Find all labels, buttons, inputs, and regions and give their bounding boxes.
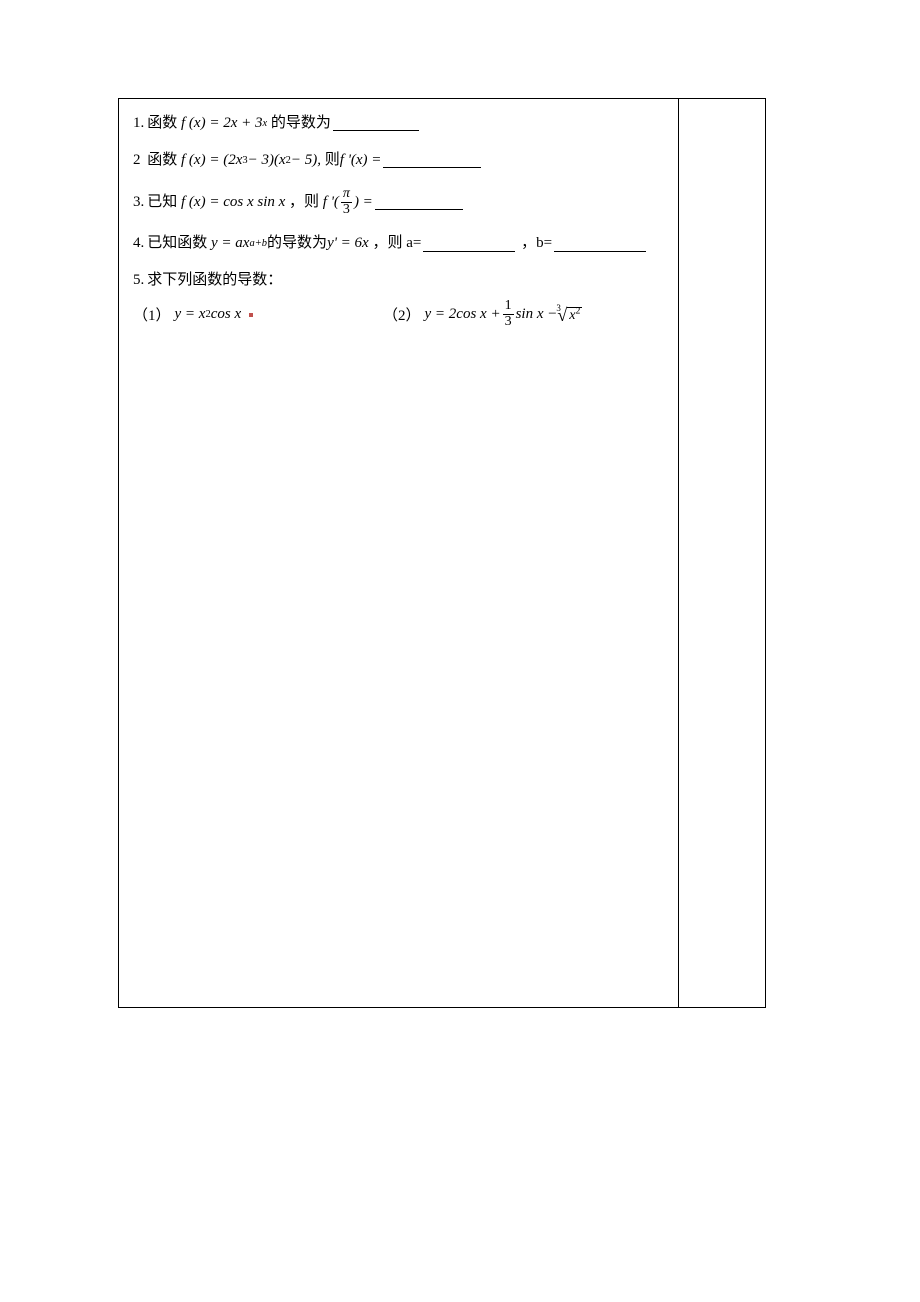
- q4-yprime: y' = 6x: [327, 233, 369, 254]
- q5-p2-fraction: 1 3: [503, 299, 514, 329]
- q4-post: ，则 a=: [372, 233, 421, 254]
- q3-frac-top: π: [341, 187, 352, 202]
- question-1: 1. 函数 f (x) = 2x + 3x 的导数为: [133, 113, 668, 134]
- q5-p1-label: （1）: [133, 304, 171, 325]
- q3-pre: 已知: [147, 192, 177, 213]
- q1-blank: [333, 116, 419, 132]
- question-3: 3. 已知 f (x) = cos x sin x ，则 f '( π 3 ) …: [133, 187, 668, 217]
- q2-fpx: f '(x) =: [340, 150, 382, 171]
- q2-mid2: − 5),: [291, 150, 321, 171]
- accent-dot-icon: [249, 313, 253, 317]
- q3-fx: f (x) = cos x sin x: [181, 192, 285, 213]
- q5-text: 求下列函数的导数：: [147, 270, 282, 291]
- q3-close: ) =: [354, 192, 373, 213]
- q5-number: 5.: [133, 270, 144, 291]
- q5-p2-frac-top: 1: [503, 299, 514, 314]
- q5-part-2: （2） y = 2cos x + 1 3 sin x − 3 √ x2: [383, 299, 582, 329]
- q5-p2-expr-a: y = 2cos x +: [425, 306, 501, 323]
- q4-mid: 的导数为: [267, 233, 327, 254]
- question-4: 4. 已知函数 y = axa+b 的导数为 y' = 6x ，则 a= ，b=: [133, 233, 668, 254]
- q1-post: 的导数为: [271, 113, 331, 134]
- question-5: 5. 求下列函数的导数：: [133, 270, 668, 291]
- side-column: [679, 99, 765, 1007]
- q5-part-1: （1） y = x2 cos x: [133, 299, 383, 329]
- q5-p2-root-index: 3: [556, 303, 561, 313]
- q5-p2-root-body: x2: [567, 307, 582, 324]
- q4-pre: 已知函数: [147, 233, 207, 254]
- q4-number: 4.: [133, 233, 144, 254]
- worksheet-frame: 1. 函数 f (x) = 2x + 3x 的导数为 2 函数 f (x) = …: [118, 98, 766, 1008]
- question-2: 2 函数 f (x) = (2x3 − 3)(x2 − 5), 则 f '(x)…: [133, 150, 668, 171]
- q5-p2-label: （2）: [383, 304, 421, 325]
- q1-number: 1.: [133, 113, 144, 134]
- q5-p2-expr-b: sin x −: [516, 306, 558, 323]
- q2-expr-a: f (x) = (2x: [181, 150, 242, 171]
- q2-number: 2: [133, 150, 141, 171]
- main-column: 1. 函数 f (x) = 2x + 3x 的导数为 2 函数 f (x) = …: [119, 99, 679, 1007]
- q3-fraction: π 3: [341, 187, 352, 217]
- q5-p1-expr-b: cos x: [211, 306, 241, 323]
- q2-blank: [383, 153, 481, 169]
- q5-p2-cuberoot: 3 √ x2: [557, 306, 582, 324]
- q3-number: 3.: [133, 192, 144, 213]
- q5-p1-expr-a: y = x: [175, 306, 206, 323]
- q3-blank: [375, 194, 463, 210]
- q3-comma: ，则: [289, 192, 319, 213]
- q4-yeq: y = ax: [211, 233, 249, 254]
- q3-fprime: f '(: [323, 192, 339, 213]
- q2-mid1: − 3)(x: [248, 150, 286, 171]
- q1-fx: f (x) = 2x + 3: [181, 113, 262, 134]
- q5-p2-root-exp: 2: [575, 305, 580, 316]
- question-5-parts: （1） y = x2 cos x （2） y = 2cos x + 1 3 si…: [133, 299, 668, 329]
- q3-frac-bot: 3: [341, 202, 352, 218]
- q2-pre: 函数: [147, 150, 177, 171]
- q4-blank-b: [554, 236, 646, 252]
- q1-pre: 函数: [147, 113, 177, 134]
- q5-p2-frac-bot: 3: [503, 314, 514, 330]
- q2-ze: 则: [325, 150, 340, 171]
- q4-blank-a: [423, 236, 515, 252]
- q4-sep: ，b=: [521, 233, 552, 254]
